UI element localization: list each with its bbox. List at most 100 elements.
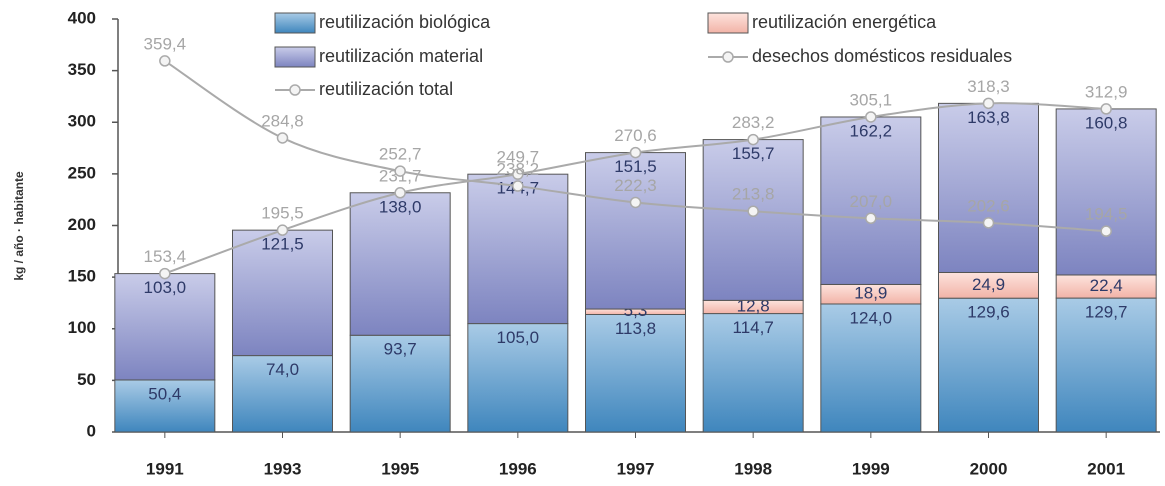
bar-segment [1055, 108, 1157, 276]
x-tick-label: 1997 [617, 459, 655, 478]
y-tick-label: 400 [68, 8, 96, 27]
bar-value-label: 93,7 [384, 340, 417, 359]
y-axis-label: kg / año · habitante [12, 171, 26, 281]
bar-value-label: 18,9 [854, 284, 887, 303]
bar-value-label: 50,4 [148, 384, 181, 403]
bar-segment [349, 334, 451, 433]
bar-segment [938, 102, 1039, 273]
bar-value-label: 105,0 [497, 328, 540, 347]
bar-value-label: 138,0 [379, 197, 422, 216]
line-value-label: 270,6 [614, 126, 657, 145]
legend-label: desechos domésticos residuales [752, 46, 1012, 66]
line-value-label: 318,3 [967, 77, 1010, 96]
legend-label: reutilización energética [752, 12, 937, 32]
line-value-label: 252,7 [379, 145, 422, 164]
y-tick-label: 300 [68, 112, 96, 131]
line-value-label: 283,2 [732, 113, 775, 132]
line-value-label: 284,8 [261, 111, 304, 130]
bar-value-label: 162,2 [850, 121, 893, 140]
legend-label: reutilización biológica [319, 12, 491, 32]
line-marker [394, 165, 406, 177]
bar-value-label: 151,5 [614, 157, 657, 176]
line-marker [512, 180, 524, 192]
bar-value-label: 129,7 [1085, 303, 1128, 322]
legend-swatch [707, 12, 749, 34]
bar-value-label: 24,9 [972, 275, 1005, 294]
bar-value-label: 113,8 [615, 319, 656, 338]
bar-segment [467, 173, 569, 325]
y-tick-label: 350 [68, 60, 96, 79]
x-tick-label: 1996 [499, 459, 537, 478]
line-marker [276, 132, 289, 144]
y-tick-label: 200 [68, 215, 96, 234]
y-tick-label: 150 [68, 267, 96, 286]
line-value-label: 359,4 [144, 34, 187, 53]
line-marker [159, 267, 171, 280]
line-value-label: 207,0 [850, 192, 893, 211]
line-marker [982, 97, 995, 110]
bar-segment [938, 297, 1039, 433]
line-marker [276, 224, 289, 236]
x-tick-label: 1995 [381, 459, 419, 478]
bar-segment [702, 313, 804, 433]
bar-segment [585, 152, 686, 310]
legend-marker [722, 51, 734, 63]
line-marker [1100, 103, 1112, 115]
bar-value-label: 114,7 [733, 318, 774, 337]
line-value-label: 238,2 [497, 160, 540, 179]
bar-value-label: 121,5 [261, 235, 304, 254]
bar-segment [820, 303, 922, 433]
x-tick-label: 2000 [970, 459, 1008, 478]
bar-value-label: 160,8 [1085, 113, 1128, 132]
legend-marker [289, 84, 301, 96]
bar-segment [1055, 297, 1157, 433]
bar-value-label: 12,8 [737, 296, 770, 315]
legend-label: reutilización material [319, 46, 483, 66]
bar-value-label: 163,8 [967, 108, 1010, 127]
line-value-label: 312,9 [1085, 82, 1128, 101]
line-value-label: 222,3 [614, 176, 657, 195]
bar-segment [114, 379, 216, 433]
line-value-label: 194,5 [1085, 205, 1128, 224]
line-marker [629, 196, 642, 209]
line-value-label: 213,8 [732, 185, 775, 204]
y-tick-label: 100 [68, 318, 96, 337]
line-marker [865, 111, 877, 123]
line-marker [747, 205, 759, 218]
line-value-label: 153,4 [144, 247, 187, 266]
bar-segment [349, 192, 451, 336]
x-tick-label: 2001 [1087, 459, 1125, 478]
line-marker [747, 133, 759, 146]
y-tick-label: 50 [77, 370, 96, 389]
line-marker [512, 168, 524, 180]
line-marker [394, 187, 406, 199]
line-value-label: 305,1 [850, 90, 893, 109]
bar-segment [702, 139, 804, 301]
legend-swatch [274, 12, 316, 34]
legend-label: reutilización total [319, 79, 453, 99]
line-value-label: 195,5 [261, 204, 304, 223]
bar-segment [232, 229, 333, 357]
line-value-label: 249,7 [497, 148, 540, 167]
bar-value-label: 155,7 [732, 144, 775, 163]
bar-segment [820, 116, 922, 285]
y-tick-label: 250 [68, 163, 96, 182]
x-tick-label: 1993 [264, 459, 302, 478]
bar-value-label: 74,0 [266, 360, 299, 379]
line-marker [159, 55, 171, 67]
line-value-label: 202,6 [967, 196, 1010, 215]
bar-segment [114, 273, 216, 381]
line-marker [982, 217, 995, 229]
bar-segment [232, 355, 333, 433]
x-tick-label: 1999 [852, 459, 890, 478]
legend-swatch [274, 46, 316, 68]
bar-value-label: 129,6 [967, 303, 1010, 322]
y-tick-label: 0 [87, 421, 96, 440]
line-marker [1100, 225, 1112, 237]
line-marker [865, 212, 877, 225]
x-tick-label: 1991 [146, 459, 184, 478]
x-tick-label: 1998 [734, 459, 772, 478]
bar-value-label: 124,0 [850, 308, 893, 327]
bar-value-label: 22,4 [1090, 276, 1123, 295]
